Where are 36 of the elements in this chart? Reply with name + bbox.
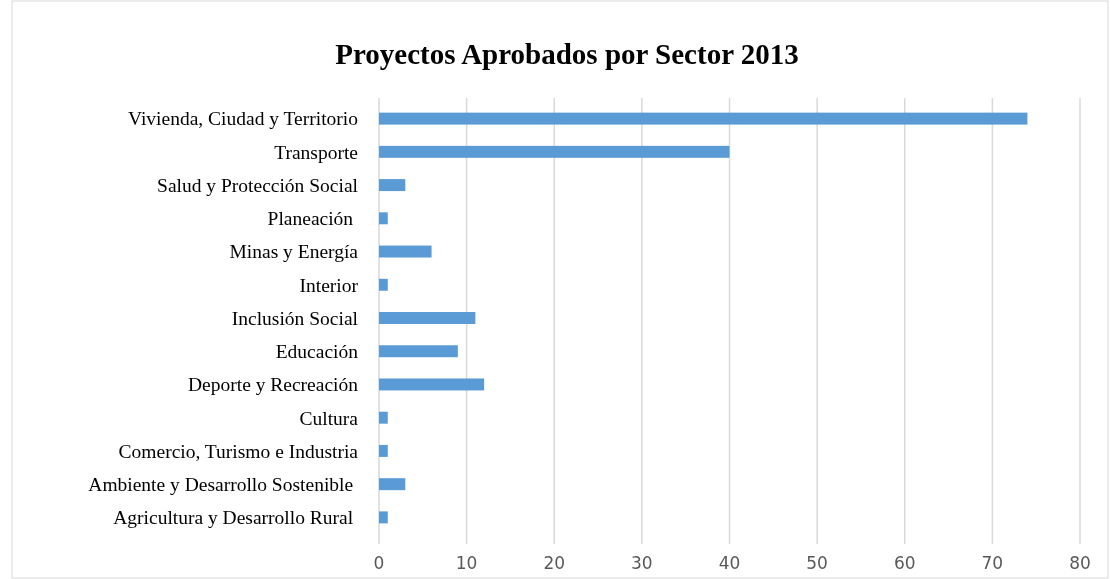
y-tick-label: Transporte bbox=[274, 141, 358, 163]
x-tick-label: 20 bbox=[543, 553, 566, 573]
y-tick-label: Comercio, Turismo e Industria bbox=[118, 440, 359, 462]
bar bbox=[379, 112, 1028, 125]
x-tick-label: 70 bbox=[981, 553, 1004, 573]
y-tick-label: Deporte y Recreación bbox=[188, 374, 359, 396]
bar bbox=[379, 145, 730, 158]
y-tick-label: Inclusión Social bbox=[231, 307, 359, 329]
x-tick-label: 50 bbox=[806, 553, 828, 573]
y-tick-label: Salud y Protección Social bbox=[157, 174, 359, 196]
bar bbox=[379, 511, 388, 524]
bar bbox=[379, 212, 388, 225]
y-tick-label: Minas y Energía bbox=[229, 241, 359, 263]
bar bbox=[379, 478, 406, 491]
y-tick-label: Vivienda, Ciudad y Territorio bbox=[128, 108, 358, 130]
y-tick-label: Ambiente y Desarrollo Sostenible bbox=[88, 473, 358, 495]
chart-title: Proyectos Aprobados por Sector 2013 bbox=[335, 38, 799, 70]
bar bbox=[379, 245, 432, 258]
y-tick-label: Cultura bbox=[299, 407, 359, 429]
bar bbox=[379, 179, 406, 192]
bar bbox=[379, 378, 485, 391]
x-tick-label: 30 bbox=[631, 553, 653, 573]
y-tick-label: Agricultura y Desarrollo Rural bbox=[113, 507, 358, 529]
x-tick-label: 10 bbox=[455, 553, 478, 573]
x-tick-label: 40 bbox=[718, 553, 741, 573]
x-tick-label: 0 bbox=[373, 553, 385, 573]
y-tick-label: Educación bbox=[275, 341, 359, 363]
y-tick-label: Planeación bbox=[267, 208, 358, 230]
x-tick-label: 80 bbox=[1069, 553, 1091, 573]
bar bbox=[379, 411, 388, 424]
y-tick-label: Interior bbox=[299, 274, 359, 296]
bar bbox=[379, 444, 388, 457]
bar bbox=[379, 312, 476, 324]
bar bbox=[379, 345, 458, 358]
x-tick-label: 60 bbox=[893, 553, 916, 573]
bar bbox=[379, 278, 388, 291]
